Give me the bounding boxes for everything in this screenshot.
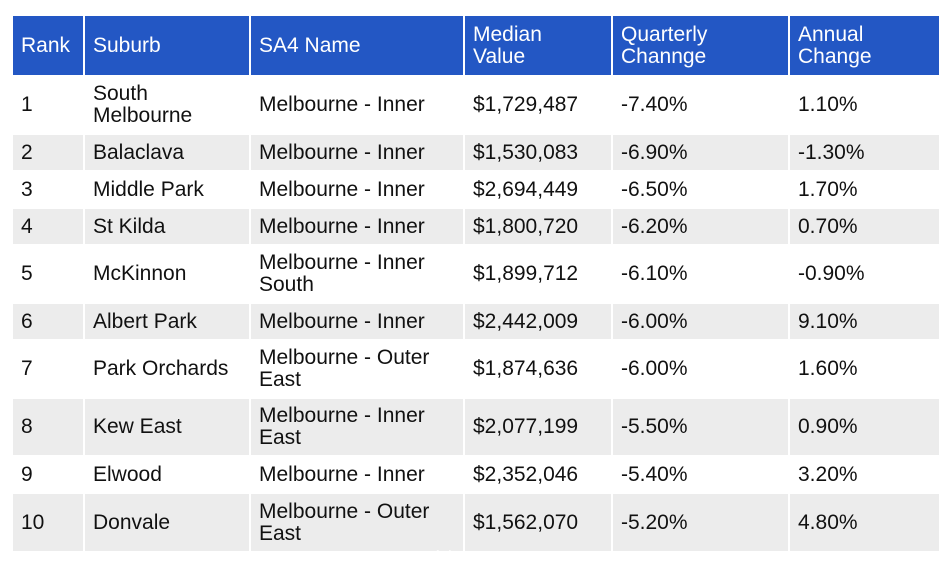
cell-sa4-name: Melbourne - Inner: [250, 207, 465, 245]
cell-rank: 4: [13, 207, 85, 245]
cell-median-value: $2,694,449: [464, 170, 613, 208]
header-quarterly-change: Quarterly Channge: [612, 16, 790, 76]
cell-suburb: St Kilda: [84, 207, 251, 245]
cell-sa4-name: Melbourne - Inner: [250, 302, 465, 340]
table-header-row: Rank Suburb SA4 Name Median Value Quarte…: [13, 16, 939, 76]
cell-quarterly-change: -6.00%: [612, 302, 790, 340]
header-annual-change: Annual Change: [789, 16, 939, 76]
header-rank: Rank: [13, 16, 85, 76]
table-row: 3 Middle Park Melbourne - Inner $2,694,4…: [13, 170, 939, 208]
watermark: Chi..se2au: [420, 548, 526, 570]
cell-median-value: $2,077,199: [464, 397, 613, 456]
cell-annual-change: 0.70%: [789, 207, 939, 245]
cell-suburb: McKinnon: [84, 244, 251, 303]
cell-suburb: Elwood: [84, 455, 251, 493]
table-row: 4 St Kilda Melbourne - Inner $1,800,720 …: [13, 207, 939, 245]
cell-sa4-name: Melbourne - Inner: [250, 75, 465, 134]
cell-rank: 9: [13, 455, 85, 493]
header-suburb: Suburb: [84, 16, 251, 76]
header-median-value: Median Value: [464, 16, 613, 76]
cell-rank: 5: [13, 244, 85, 303]
cell-annual-change: -0.90%: [789, 244, 939, 303]
cell-suburb: Albert Park: [84, 302, 251, 340]
cell-quarterly-change: -6.20%: [612, 207, 790, 245]
cell-rank: 2: [13, 133, 85, 171]
table-row: 2 Balaclava Melbourne - Inner $1,530,083…: [13, 133, 939, 171]
cell-sa4-name: Melbourne - Inner: [250, 455, 465, 493]
cell-median-value: $1,562,070: [464, 492, 613, 551]
cell-suburb: Balaclava: [84, 133, 251, 171]
cell-suburb: Kew East: [84, 397, 251, 456]
cell-sa4-name: Melbourne - Inner East: [250, 397, 465, 456]
cell-quarterly-change: -6.50%: [612, 170, 790, 208]
table-row: 5 McKinnon Melbourne - Inner South $1,89…: [13, 244, 939, 303]
cell-sa4-name: Melbourne - Outer East: [250, 492, 465, 551]
cell-suburb: Park Orchards: [84, 339, 251, 398]
table-row: 7 Park Orchards Melbourne - Outer East $…: [13, 339, 939, 398]
cell-annual-change: 1.10%: [789, 75, 939, 134]
cell-median-value: $1,899,712: [464, 244, 613, 303]
cell-rank: 6: [13, 302, 85, 340]
cell-annual-change: 0.90%: [789, 397, 939, 456]
table-row: 6 Albert Park Melbourne - Inner $2,442,0…: [13, 302, 939, 340]
cell-median-value: $2,442,009: [464, 302, 613, 340]
cell-rank: 3: [13, 170, 85, 208]
cell-quarterly-change: -7.40%: [612, 75, 790, 134]
table-row: 9 Elwood Melbourne - Inner $2,352,046 -5…: [13, 455, 939, 493]
cell-median-value: $2,352,046: [464, 455, 613, 493]
cell-rank: 10: [13, 492, 85, 551]
table-row: 8 Kew East Melbourne - Inner East $2,077…: [13, 397, 939, 456]
cell-annual-change: -1.30%: [789, 133, 939, 171]
cell-sa4-name: Melbourne - Inner South: [250, 244, 465, 303]
cell-sa4-name: Melbourne - Inner: [250, 170, 465, 208]
cell-rank: 8: [13, 397, 85, 456]
cell-median-value: $1,729,487: [464, 75, 613, 134]
cell-rank: 1: [13, 75, 85, 134]
cell-median-value: $1,530,083: [464, 133, 613, 171]
cell-annual-change: 1.60%: [789, 339, 939, 398]
suburb-ranking-table: Rank Suburb SA4 Name Median Value Quarte…: [13, 16, 939, 551]
cell-sa4-name: Melbourne - Inner: [250, 133, 465, 171]
cell-quarterly-change: -5.40%: [612, 455, 790, 493]
cell-quarterly-change: -5.50%: [612, 397, 790, 456]
cell-annual-change: 4.80%: [789, 492, 939, 551]
cell-suburb: Middle Park: [84, 170, 251, 208]
cell-annual-change: 3.20%: [789, 455, 939, 493]
header-sa4-name: SA4 Name: [250, 16, 465, 76]
table-row: 10 Donvale Melbourne - Outer East $1,562…: [13, 492, 939, 551]
cell-rank: 7: [13, 339, 85, 398]
cell-sa4-name: Melbourne - Outer East: [250, 339, 465, 398]
table-row: 1 South Melbourne Melbourne - Inner $1,7…: [13, 75, 939, 134]
cell-median-value: $1,874,636: [464, 339, 613, 398]
cell-median-value: $1,800,720: [464, 207, 613, 245]
cell-annual-change: 9.10%: [789, 302, 939, 340]
cell-suburb: South Melbourne: [84, 75, 251, 134]
cell-annual-change: 1.70%: [789, 170, 939, 208]
cell-quarterly-change: -6.00%: [612, 339, 790, 398]
cell-quarterly-change: -5.20%: [612, 492, 790, 551]
cell-quarterly-change: -6.10%: [612, 244, 790, 303]
cell-quarterly-change: -6.90%: [612, 133, 790, 171]
cell-suburb: Donvale: [84, 492, 251, 551]
